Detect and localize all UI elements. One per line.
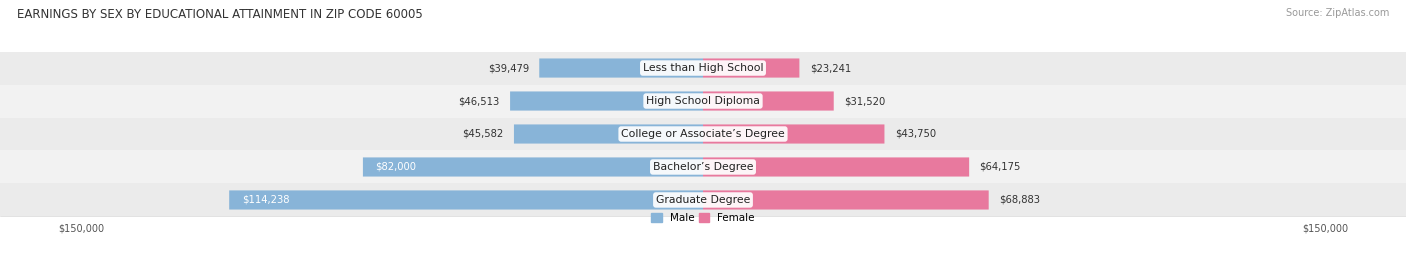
FancyBboxPatch shape	[363, 157, 703, 177]
FancyBboxPatch shape	[229, 190, 703, 210]
Text: $43,750: $43,750	[894, 129, 936, 139]
Text: $114,238: $114,238	[242, 195, 290, 205]
Bar	[0, 184, 1406, 217]
Text: EARNINGS BY SEX BY EDUCATIONAL ATTAINMENT IN ZIP CODE 60005: EARNINGS BY SEX BY EDUCATIONAL ATTAINMEN…	[17, 8, 423, 21]
Text: $46,513: $46,513	[458, 96, 499, 106]
Text: $68,883: $68,883	[1000, 195, 1040, 205]
FancyBboxPatch shape	[540, 58, 703, 78]
Text: $64,175: $64,175	[980, 162, 1021, 172]
Text: Source: ZipAtlas.com: Source: ZipAtlas.com	[1285, 8, 1389, 18]
FancyBboxPatch shape	[703, 124, 884, 144]
FancyBboxPatch shape	[703, 190, 988, 210]
Text: Bachelor’s Degree: Bachelor’s Degree	[652, 162, 754, 172]
Bar	[0, 51, 1406, 84]
Text: $82,000: $82,000	[375, 162, 416, 172]
Text: Less than High School: Less than High School	[643, 63, 763, 73]
Legend: Male, Female: Male, Female	[651, 213, 755, 223]
Text: $45,582: $45,582	[463, 129, 503, 139]
Bar	[0, 151, 1406, 184]
Text: High School Diploma: High School Diploma	[647, 96, 759, 106]
Text: $23,241: $23,241	[810, 63, 851, 73]
Text: Graduate Degree: Graduate Degree	[655, 195, 751, 205]
FancyBboxPatch shape	[515, 124, 703, 144]
FancyBboxPatch shape	[510, 91, 703, 111]
Bar	[0, 117, 1406, 151]
Bar	[0, 84, 1406, 117]
Text: $31,520: $31,520	[844, 96, 886, 106]
Text: College or Associate’s Degree: College or Associate’s Degree	[621, 129, 785, 139]
Text: $39,479: $39,479	[488, 63, 529, 73]
FancyBboxPatch shape	[703, 91, 834, 111]
FancyBboxPatch shape	[703, 58, 800, 78]
FancyBboxPatch shape	[703, 157, 969, 177]
